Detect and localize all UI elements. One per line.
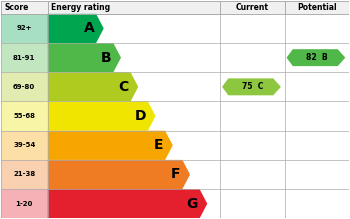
Bar <box>285 14 349 218</box>
Text: Potential: Potential <box>297 3 337 12</box>
Polygon shape <box>48 43 121 72</box>
Text: F: F <box>171 168 181 182</box>
Text: 55-68: 55-68 <box>13 113 35 119</box>
Text: 1-20: 1-20 <box>15 201 33 207</box>
Text: D: D <box>135 109 146 123</box>
Bar <box>1 1 48 14</box>
Bar <box>1 14 48 43</box>
Bar <box>1 189 48 218</box>
Text: E: E <box>154 138 163 152</box>
Polygon shape <box>48 189 207 218</box>
Text: 92+: 92+ <box>16 25 32 32</box>
Bar <box>48 1 220 14</box>
Polygon shape <box>222 78 281 95</box>
Text: B: B <box>101 51 112 65</box>
Bar <box>220 14 285 218</box>
Text: 81-91: 81-91 <box>13 55 35 61</box>
Polygon shape <box>287 49 345 66</box>
Text: 39-54: 39-54 <box>13 142 35 148</box>
Bar <box>1 131 48 160</box>
Polygon shape <box>48 14 104 43</box>
Text: A: A <box>84 21 94 35</box>
Text: Current: Current <box>236 3 269 12</box>
Text: 21-38: 21-38 <box>13 171 35 177</box>
Bar <box>1 43 48 72</box>
Text: Score: Score <box>4 3 29 12</box>
Text: 69-80: 69-80 <box>13 84 35 90</box>
Bar <box>1 160 48 189</box>
Polygon shape <box>48 131 173 160</box>
Bar <box>220 1 285 14</box>
Text: 82  B: 82 B <box>306 53 328 62</box>
Polygon shape <box>48 72 138 101</box>
Bar <box>285 1 349 14</box>
Text: C: C <box>119 80 129 94</box>
Polygon shape <box>48 160 190 189</box>
Text: Energy rating: Energy rating <box>51 3 110 12</box>
Text: 75  C: 75 C <box>242 82 263 91</box>
Bar <box>1 101 48 131</box>
Bar <box>1 72 48 101</box>
Polygon shape <box>48 101 155 131</box>
Text: G: G <box>187 197 198 211</box>
